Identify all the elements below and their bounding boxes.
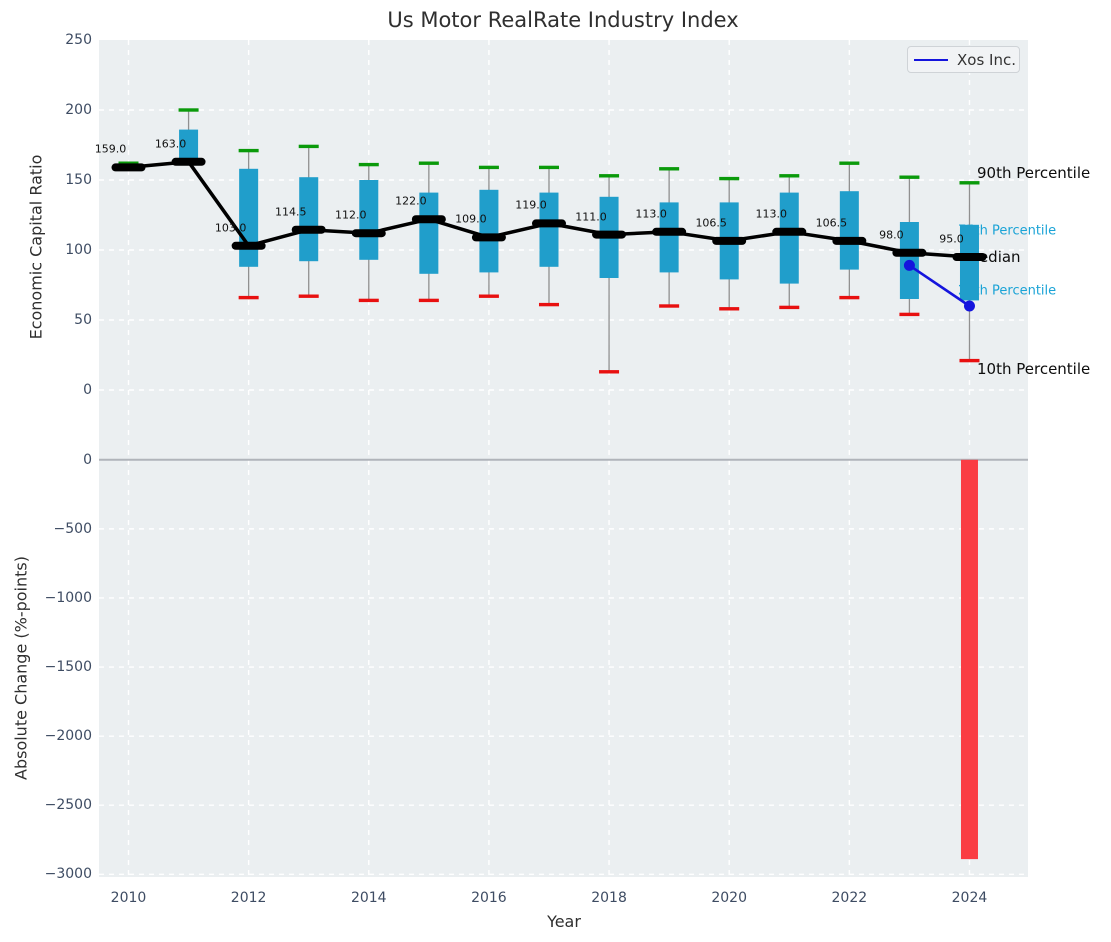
cap-90th-2023 xyxy=(899,176,919,179)
median-marker-2015 xyxy=(412,215,446,223)
series-point-2023 xyxy=(904,260,915,271)
box-2011 xyxy=(179,130,198,162)
box-2012 xyxy=(239,169,258,267)
cap-10th-2019 xyxy=(659,304,679,307)
box-2022 xyxy=(840,191,859,269)
change-bar-2024 xyxy=(961,460,978,859)
legend-line-swatch xyxy=(914,59,948,61)
median-marker-2011 xyxy=(172,158,206,166)
figure: Us Motor RealRate Industry Index Economi… xyxy=(0,0,1111,942)
median-marker-2018 xyxy=(592,231,626,239)
cap-10th-2018 xyxy=(599,370,619,373)
median-marker-2010 xyxy=(112,163,146,171)
chart-canvas xyxy=(0,0,1111,942)
cap-90th-2020 xyxy=(719,177,739,180)
cap-10th-2012 xyxy=(239,296,259,299)
cap-10th-2013 xyxy=(299,295,319,298)
box-2021 xyxy=(780,193,799,284)
cap-90th-2022 xyxy=(839,162,859,165)
cap-10th-2016 xyxy=(479,295,499,298)
cap-10th-2017 xyxy=(539,303,559,306)
box-2024 xyxy=(960,225,979,301)
cap-10th-2021 xyxy=(779,306,799,309)
median-marker-2013 xyxy=(292,226,326,234)
cap-90th-2013 xyxy=(299,145,319,148)
cap-90th-2024 xyxy=(959,181,979,184)
cap-10th-2015 xyxy=(419,299,439,302)
median-marker-2020 xyxy=(712,237,746,245)
box-2015 xyxy=(419,193,438,274)
cap-90th-2019 xyxy=(659,167,679,170)
median-marker-2019 xyxy=(652,228,686,236)
cap-90th-2016 xyxy=(479,166,499,169)
median-marker-2023 xyxy=(892,249,926,257)
median-marker-2016 xyxy=(472,233,506,241)
median-marker-2024 xyxy=(952,253,986,261)
box-2019 xyxy=(660,202,679,272)
cap-90th-2015 xyxy=(419,162,439,165)
median-marker-2022 xyxy=(832,237,866,245)
box-2013 xyxy=(299,177,318,261)
cap-90th-2018 xyxy=(599,174,619,177)
cap-10th-2020 xyxy=(719,307,739,310)
series-point-2024 xyxy=(964,301,975,312)
cap-90th-2017 xyxy=(539,166,559,169)
box-2014 xyxy=(359,180,378,260)
cap-90th-2021 xyxy=(779,174,799,177)
cap-10th-2024 xyxy=(959,359,979,362)
legend-label: Xos Inc. xyxy=(957,51,1016,69)
cap-90th-2011 xyxy=(179,108,199,111)
box-2016 xyxy=(479,190,498,273)
box-2017 xyxy=(539,193,558,267)
cap-10th-2022 xyxy=(839,296,859,299)
cap-10th-2023 xyxy=(899,313,919,316)
legend: Xos Inc. xyxy=(907,46,1020,73)
median-marker-2021 xyxy=(772,228,806,236)
cap-90th-2012 xyxy=(239,149,259,152)
median-marker-2012 xyxy=(232,242,266,250)
median-marker-2017 xyxy=(532,219,566,227)
median-marker-2014 xyxy=(352,229,386,237)
cap-90th-2014 xyxy=(359,163,379,166)
cap-10th-2014 xyxy=(359,299,379,302)
